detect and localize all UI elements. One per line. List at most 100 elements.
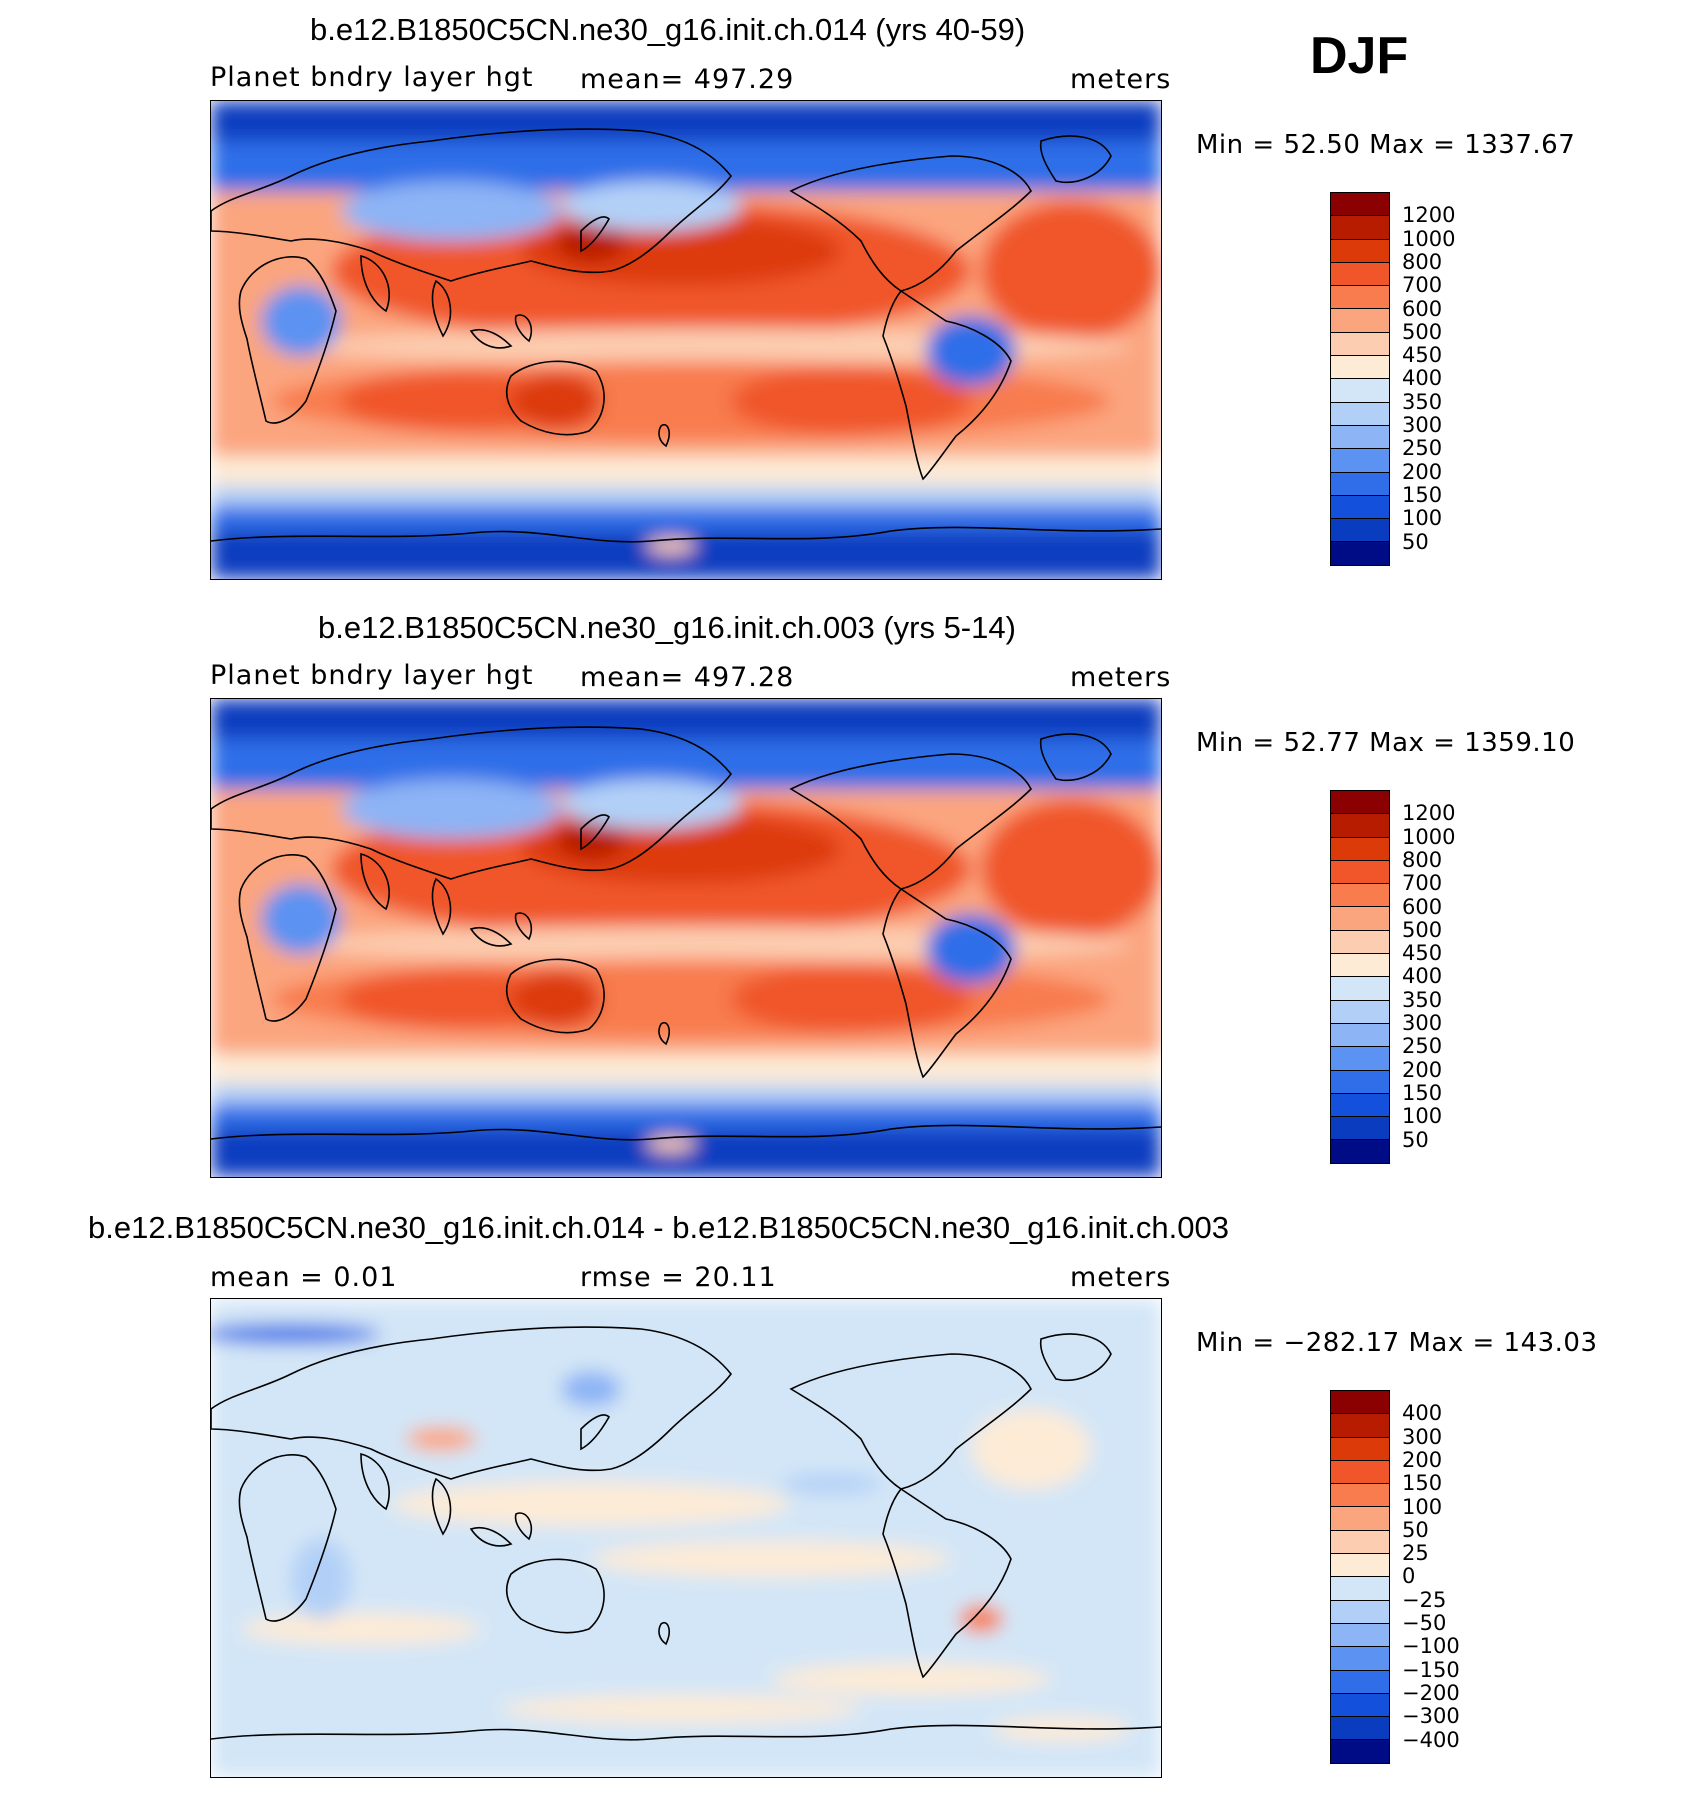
colorbar-swatch [1330, 1483, 1390, 1507]
colorbar-swatch [1330, 999, 1390, 1023]
colorbar [1330, 1390, 1390, 1764]
colorbar-swatch [1330, 1116, 1390, 1140]
contour-region [926, 316, 1016, 386]
colorbar-swatch [1330, 929, 1390, 954]
colorbar-swatch [1330, 1459, 1390, 1484]
panel-subtitle-left: Planet bndry layer hgt [210, 62, 534, 93]
panel-subtitle-left: mean = 0.01 [210, 1262, 398, 1293]
min-max-label: Min = 52.50 Max = 1337.67 [1196, 130, 1576, 160]
contour-region [241, 1613, 481, 1645]
colorbar-label: 800 [1402, 249, 1443, 274]
colorbar-label: 200 [1402, 1057, 1443, 1082]
colorbar-label: 1200 [1402, 801, 1456, 826]
colorbar-swatch [1330, 1139, 1390, 1164]
contour-region [926, 914, 1016, 984]
contour-region [981, 201, 1161, 341]
contour-region [211, 1054, 1161, 1089]
coastline [211, 1326, 733, 1480]
contour-region [646, 1136, 696, 1152]
colorbar-label: 150 [1402, 482, 1443, 507]
coastline [1039, 1333, 1112, 1381]
coastline [580, 814, 610, 851]
contour-region [591, 1541, 951, 1577]
panel-subtitle-center: mean= 497.28 [580, 662, 795, 693]
colorbar-swatch [1330, 261, 1390, 286]
colorbar-swatch [1330, 1529, 1390, 1554]
contour-region [731, 366, 971, 436]
colorbar-label: 600 [1402, 296, 1443, 321]
panel-title: b.e12.B1850C5CN.ne30_g16.init.ch.014 - b… [88, 1210, 1229, 1245]
contour-map [210, 1298, 1162, 1778]
coastline [469, 1512, 533, 1547]
colorbar-label: 100 [1402, 1104, 1443, 1129]
panel-title: b.e12.B1850C5CN.ne30_g16.init.ch.014 (yr… [310, 12, 1026, 47]
coastline [505, 958, 605, 1034]
colorbar-swatch [1330, 401, 1390, 425]
colorbar-label: 200 [1402, 1447, 1443, 1472]
colorbar-swatch [1330, 1506, 1390, 1530]
colorbar-label: 500 [1402, 319, 1443, 344]
colorbar-swatch [1330, 1739, 1390, 1764]
contour-region [731, 964, 971, 1034]
contour-region [771, 1663, 1051, 1695]
coastline [360, 1452, 452, 1536]
contour-region [211, 101, 1161, 141]
colorbar-label: 450 [1402, 343, 1443, 368]
contour-region [646, 538, 696, 554]
contour-region [341, 779, 561, 839]
colorbar-label: 25 [1402, 1541, 1429, 1566]
colorbar-swatch [1330, 494, 1390, 519]
colorbar-label: 150 [1402, 1471, 1443, 1496]
coastline [580, 216, 610, 253]
colorbar-swatch [1330, 883, 1390, 907]
contour-region [211, 699, 1161, 739]
colorbar-swatch [1330, 448, 1390, 472]
panel-subtitle-left: Planet bndry layer hgt [210, 660, 534, 691]
coastline [658, 424, 670, 448]
contour-region [561, 1371, 621, 1407]
coastline [658, 1622, 670, 1646]
contour-region [261, 286, 341, 356]
contour-region [341, 969, 561, 1029]
colorbar-label: 300 [1402, 413, 1443, 437]
coastline [882, 887, 1012, 1079]
colorbar-label: −150 [1402, 1657, 1460, 1682]
panel-subtitle-right: meters [1070, 1262, 1172, 1293]
colorbar-label: 350 [1402, 389, 1443, 414]
colorbar-swatch [1330, 976, 1390, 1000]
coastline [238, 256, 337, 424]
colorbar-label: 400 [1402, 964, 1443, 989]
contour-region [959, 1605, 1003, 1633]
coastline [789, 155, 1032, 292]
coastline [882, 289, 1012, 481]
panel-subtitle-center: mean= 497.29 [580, 64, 795, 95]
colorbar-label: 0 [1402, 1564, 1416, 1589]
colorbar-label: 700 [1402, 871, 1443, 896]
colorbar-label: −200 [1402, 1680, 1460, 1705]
colorbar-swatch [1330, 518, 1390, 542]
colorbar-label: 400 [1402, 1401, 1443, 1426]
season-label: DJF [1310, 27, 1409, 85]
colorbar-swatch [1330, 285, 1390, 309]
colorbar-label: 800 [1402, 847, 1443, 872]
colorbar-label: 1200 [1402, 203, 1456, 228]
contour-region [341, 371, 561, 431]
colorbar-swatch [1330, 1436, 1390, 1460]
colorbar-swatch [1330, 859, 1390, 884]
contour-map [210, 698, 1162, 1178]
colorbar-swatch [1330, 1390, 1390, 1414]
colorbar-swatch [1330, 790, 1390, 814]
colorbar-label: 50 [1402, 529, 1429, 554]
min-max-label: Min = 52.77 Max = 1359.10 [1196, 728, 1576, 758]
coastline [580, 1414, 610, 1451]
colorbar-label: 500 [1402, 917, 1443, 942]
colorbar-label: −400 [1402, 1727, 1460, 1752]
colorbar-swatch [1330, 192, 1390, 216]
colorbar-swatch [1330, 1622, 1390, 1647]
colorbar-swatch [1330, 215, 1390, 239]
colorbar-label: −50 [1402, 1611, 1447, 1635]
coastline [360, 254, 452, 338]
contour-region [501, 1695, 861, 1723]
colorbar-swatch [1330, 1576, 1390, 1600]
colorbar-swatch [1330, 1646, 1390, 1670]
